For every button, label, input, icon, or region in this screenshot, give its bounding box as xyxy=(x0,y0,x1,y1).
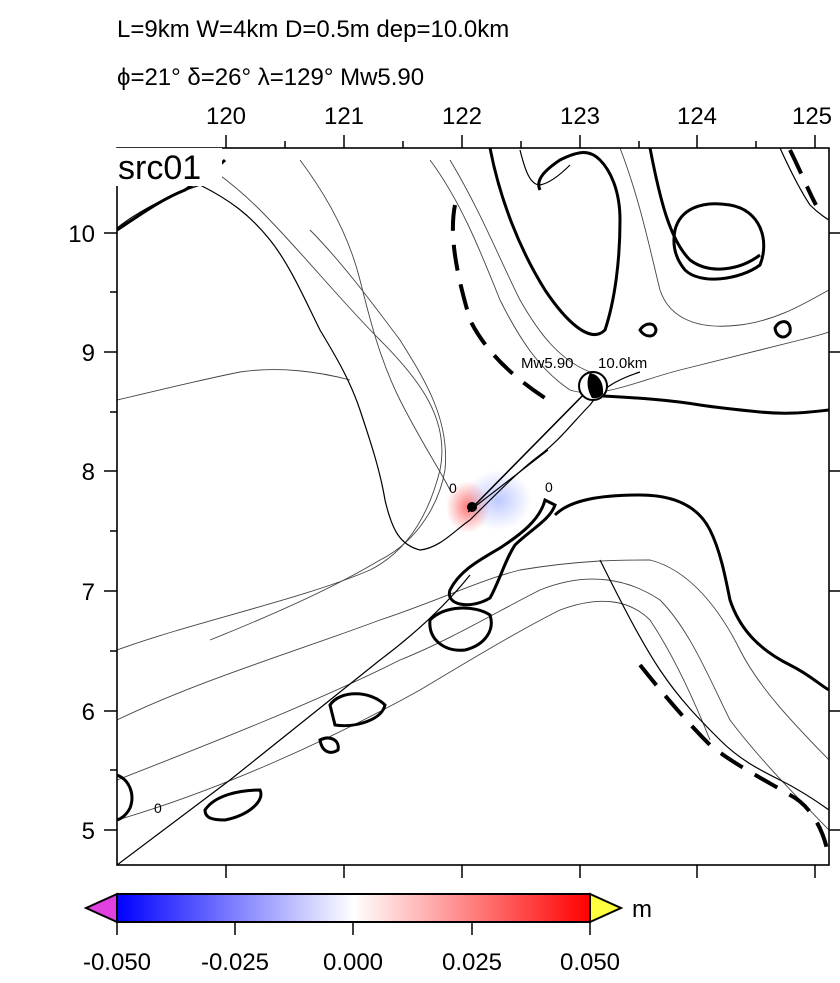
fault-trace-line xyxy=(467,449,549,513)
panel-label-background xyxy=(110,148,222,186)
lat-tick-label-9: 9 xyxy=(82,340,95,367)
colorbar-tick-label: 0.000 xyxy=(323,949,383,976)
event-depth-label: 10.0km xyxy=(598,355,647,372)
lon-tick-label-120: 120 xyxy=(206,103,246,130)
contour-label: 0 xyxy=(545,479,553,495)
lat-tick-label-7: 7 xyxy=(82,579,95,606)
colorbar xyxy=(83,892,624,935)
source-point xyxy=(467,502,477,512)
lat-tick-label-5: 5 xyxy=(82,818,95,845)
lat-ticks xyxy=(104,232,840,831)
contour-label: 0 xyxy=(449,480,457,496)
lon-tick-label-122: 122 xyxy=(442,103,482,130)
fault-link-line xyxy=(471,382,596,509)
event-magnitude-label: Mw5.90 xyxy=(521,355,574,372)
colorbar-tick-label: -0.050 xyxy=(83,949,151,976)
lon-tick-label-125: 125 xyxy=(792,103,832,130)
zero-contours xyxy=(117,148,829,822)
lon-ticks xyxy=(225,135,816,878)
lat-tick-label-6: 6 xyxy=(82,699,95,726)
subsidence-patch xyxy=(464,470,532,530)
trench-traces xyxy=(450,149,829,861)
colorbar-gradient xyxy=(116,893,591,923)
lon-tick-label-124: 124 xyxy=(677,103,717,130)
map-frame xyxy=(116,147,830,866)
colorbar-high-overflow xyxy=(589,892,624,924)
colorbar-low-overflow xyxy=(83,892,118,924)
lon-tick-label-121: 121 xyxy=(324,103,364,130)
colorbar-tick-label: -0.025 xyxy=(201,949,269,976)
panel-label: src01 xyxy=(118,149,201,187)
map-title-line2: ϕ=21° δ=26° λ=129° Mw5.90 xyxy=(117,64,425,91)
bathymetry-contours xyxy=(117,148,829,831)
lat-tick-label-10: 10 xyxy=(68,221,95,248)
lat-tick-label-8: 8 xyxy=(82,459,95,486)
map-contents xyxy=(117,148,829,865)
focal-mechanism-icon xyxy=(578,371,608,401)
contour-label: 0 xyxy=(154,800,162,816)
map-title-line1: L=9km W=4km D=0.5m dep=10.0km xyxy=(117,16,510,43)
colorbar-unit: m xyxy=(632,896,652,923)
lon-tick-label-123: 123 xyxy=(560,103,600,130)
colorbar-tick-label: 0.050 xyxy=(560,949,620,976)
colorbar-tick-label: 0.025 xyxy=(442,949,502,976)
